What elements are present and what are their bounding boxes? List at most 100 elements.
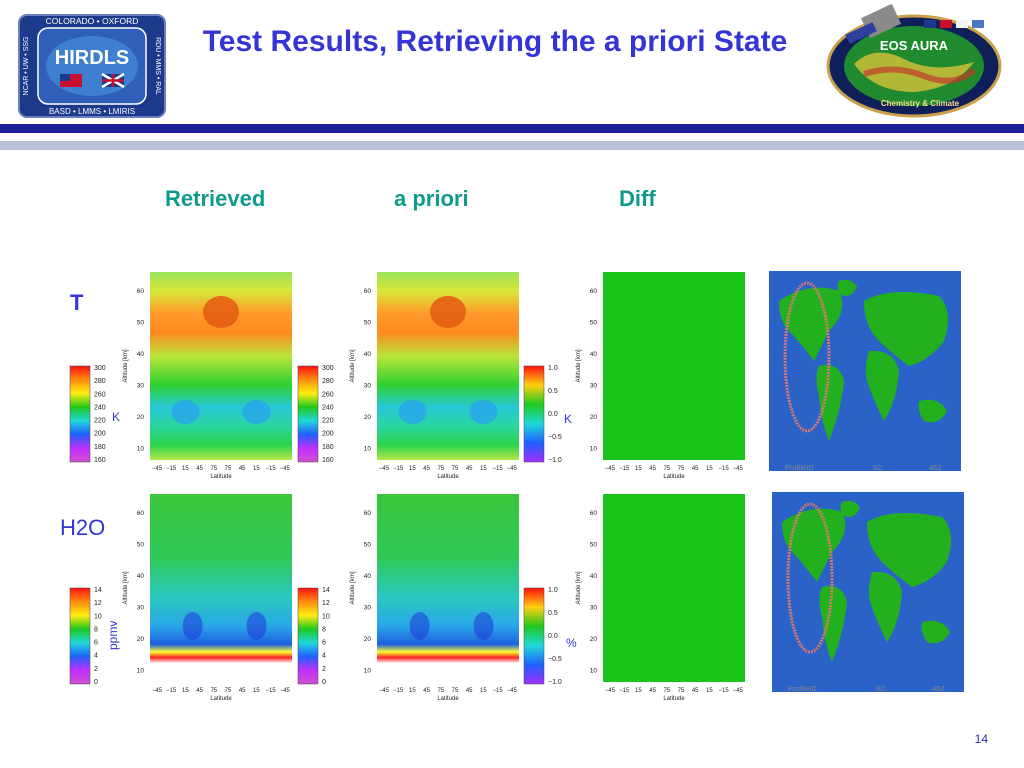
map-landmass	[840, 500, 860, 517]
colorbar-gradient	[297, 587, 319, 685]
colorbar-tick-label: 8	[94, 626, 98, 633]
colorbar-tick-label: 14	[322, 587, 330, 594]
colorbar-tick-label: 10	[322, 613, 330, 620]
colorbar-tick-label: 200	[322, 431, 334, 438]
x-tick-label: 15	[480, 466, 487, 472]
x-tick-label: −15	[619, 688, 630, 694]
y-axis-label: Altitude [km]	[576, 571, 582, 604]
colorbar-tick-label: 220	[94, 418, 106, 425]
colorbar-tick-label: 1.0	[548, 365, 558, 372]
x-tick-label: 75	[452, 688, 459, 694]
colorbar-tick-label: 12	[94, 600, 102, 607]
colorbar-tick-label: 300	[322, 365, 334, 372]
colorbar-tick-label: 240	[322, 404, 334, 411]
colorbar-gradient	[69, 587, 91, 685]
colorbar-tick-label: 260	[94, 391, 106, 398]
plot-background	[150, 494, 292, 682]
colorbar-tick-label: 260	[322, 391, 334, 398]
colorbar-tick-label: 160	[94, 457, 106, 464]
contour-minimum	[246, 612, 267, 640]
y-tick-label: 20	[137, 636, 145, 643]
colorbar-temperature-diff: 1.0 0.5 0.0 −0.5 −1.0	[523, 365, 562, 464]
x-tick-label: 15	[706, 688, 713, 694]
x-tick-label: −45	[152, 466, 163, 472]
x-tick-label: −15	[719, 466, 730, 472]
x-tick-label: 45	[692, 688, 699, 694]
map-landmass	[865, 350, 899, 421]
colorbar-tick-label: 14	[94, 587, 102, 594]
header-bar-dark	[0, 124, 1024, 133]
x-tick-label: −45	[379, 688, 390, 694]
x-axis-label: Latitude	[437, 696, 459, 702]
y-axis-label: Altitude [km]	[350, 571, 356, 604]
hirdls-right-text: RDU • MMS • RAL	[154, 37, 161, 95]
world-map-bottom: ProfileID 82: 462	[772, 492, 964, 693]
y-tick-label: 10	[364, 446, 372, 453]
x-tick-label: 45	[423, 688, 430, 694]
contour-minimum	[469, 400, 498, 424]
x-tick-label: −45	[605, 688, 616, 694]
colorbar-tick-label: 0	[94, 679, 98, 686]
y-tick-label: 20	[364, 636, 372, 643]
x-tick-label: −45	[280, 688, 291, 694]
y-tick-label: 60	[137, 288, 145, 295]
x-tick-label: 15	[409, 688, 416, 694]
x-tick-label: −15	[493, 688, 504, 694]
y-tick-label: 40	[364, 573, 372, 580]
x-tick-label: 15	[409, 466, 416, 472]
x-tick-label: −15	[266, 466, 277, 472]
colorbar-tick-label: 180	[94, 444, 106, 451]
map-landmass	[921, 620, 950, 644]
map-landmass	[782, 508, 846, 582]
orbit-track	[783, 281, 831, 433]
unit-temperature: K	[112, 410, 121, 424]
colorbar-gradient	[297, 365, 319, 463]
contour-minimum	[473, 612, 494, 640]
x-tick-label: −15	[619, 466, 630, 472]
row-label-t: T	[70, 290, 84, 315]
map-landmass	[864, 292, 948, 366]
colorbar-temperature-apriori: 300 280 260 240 220 200 180 160	[297, 365, 334, 464]
orbit-track	[786, 502, 834, 654]
y-tick-label: 20	[590, 636, 598, 643]
contour-maximum	[430, 296, 466, 328]
y-tick-label: 50	[364, 542, 372, 549]
x-tick-label: −15	[393, 688, 404, 694]
y-tick-label: 60	[590, 510, 598, 517]
unit-h2o: ppmv	[106, 620, 120, 650]
x-tick-label: 75	[210, 688, 217, 694]
y-tick-label: 10	[590, 668, 598, 675]
map-landmass	[867, 513, 951, 587]
map-profile-value: 462	[932, 684, 945, 693]
y-tick-label: 20	[137, 414, 145, 421]
header-bar-light	[0, 141, 1024, 150]
x-tick-label: 45	[423, 466, 430, 472]
contour-maximum	[203, 296, 239, 328]
colorbar-tick-label: 8	[322, 626, 326, 633]
y-tick-label: 40	[590, 351, 598, 358]
y-axis-label: Altitude [km]	[576, 349, 582, 382]
x-tick-label: 15	[635, 688, 642, 694]
y-tick-label: 50	[137, 542, 145, 549]
x-tick-label: 45	[649, 466, 656, 472]
contour-minimum	[242, 400, 271, 424]
world-map-top: ProfileID 82: 462	[769, 271, 961, 472]
x-tick-label: −15	[166, 466, 177, 472]
y-tick-label: 30	[137, 383, 145, 390]
colorbar-tick-label: 180	[322, 444, 334, 451]
map-landmass	[816, 365, 844, 441]
y-tick-label: 60	[137, 510, 145, 517]
colorbar-tick-label: 240	[94, 404, 106, 411]
hirdls-name: HIRDLS	[55, 47, 129, 69]
x-tick-label: 45	[466, 688, 473, 694]
x-tick-label: 75	[225, 466, 232, 472]
colorbar-tick-label: 280	[94, 378, 106, 385]
x-tick-label: −15	[493, 466, 504, 472]
colorbar-temperature-retrieved: 300 280 260 240 220 200 180 160	[69, 365, 106, 464]
x-tick-label: −15	[266, 688, 277, 694]
x-axis-label: Latitude	[437, 474, 459, 480]
colorbar-tick-label: 0	[322, 679, 326, 686]
x-tick-label: −45	[733, 688, 744, 694]
